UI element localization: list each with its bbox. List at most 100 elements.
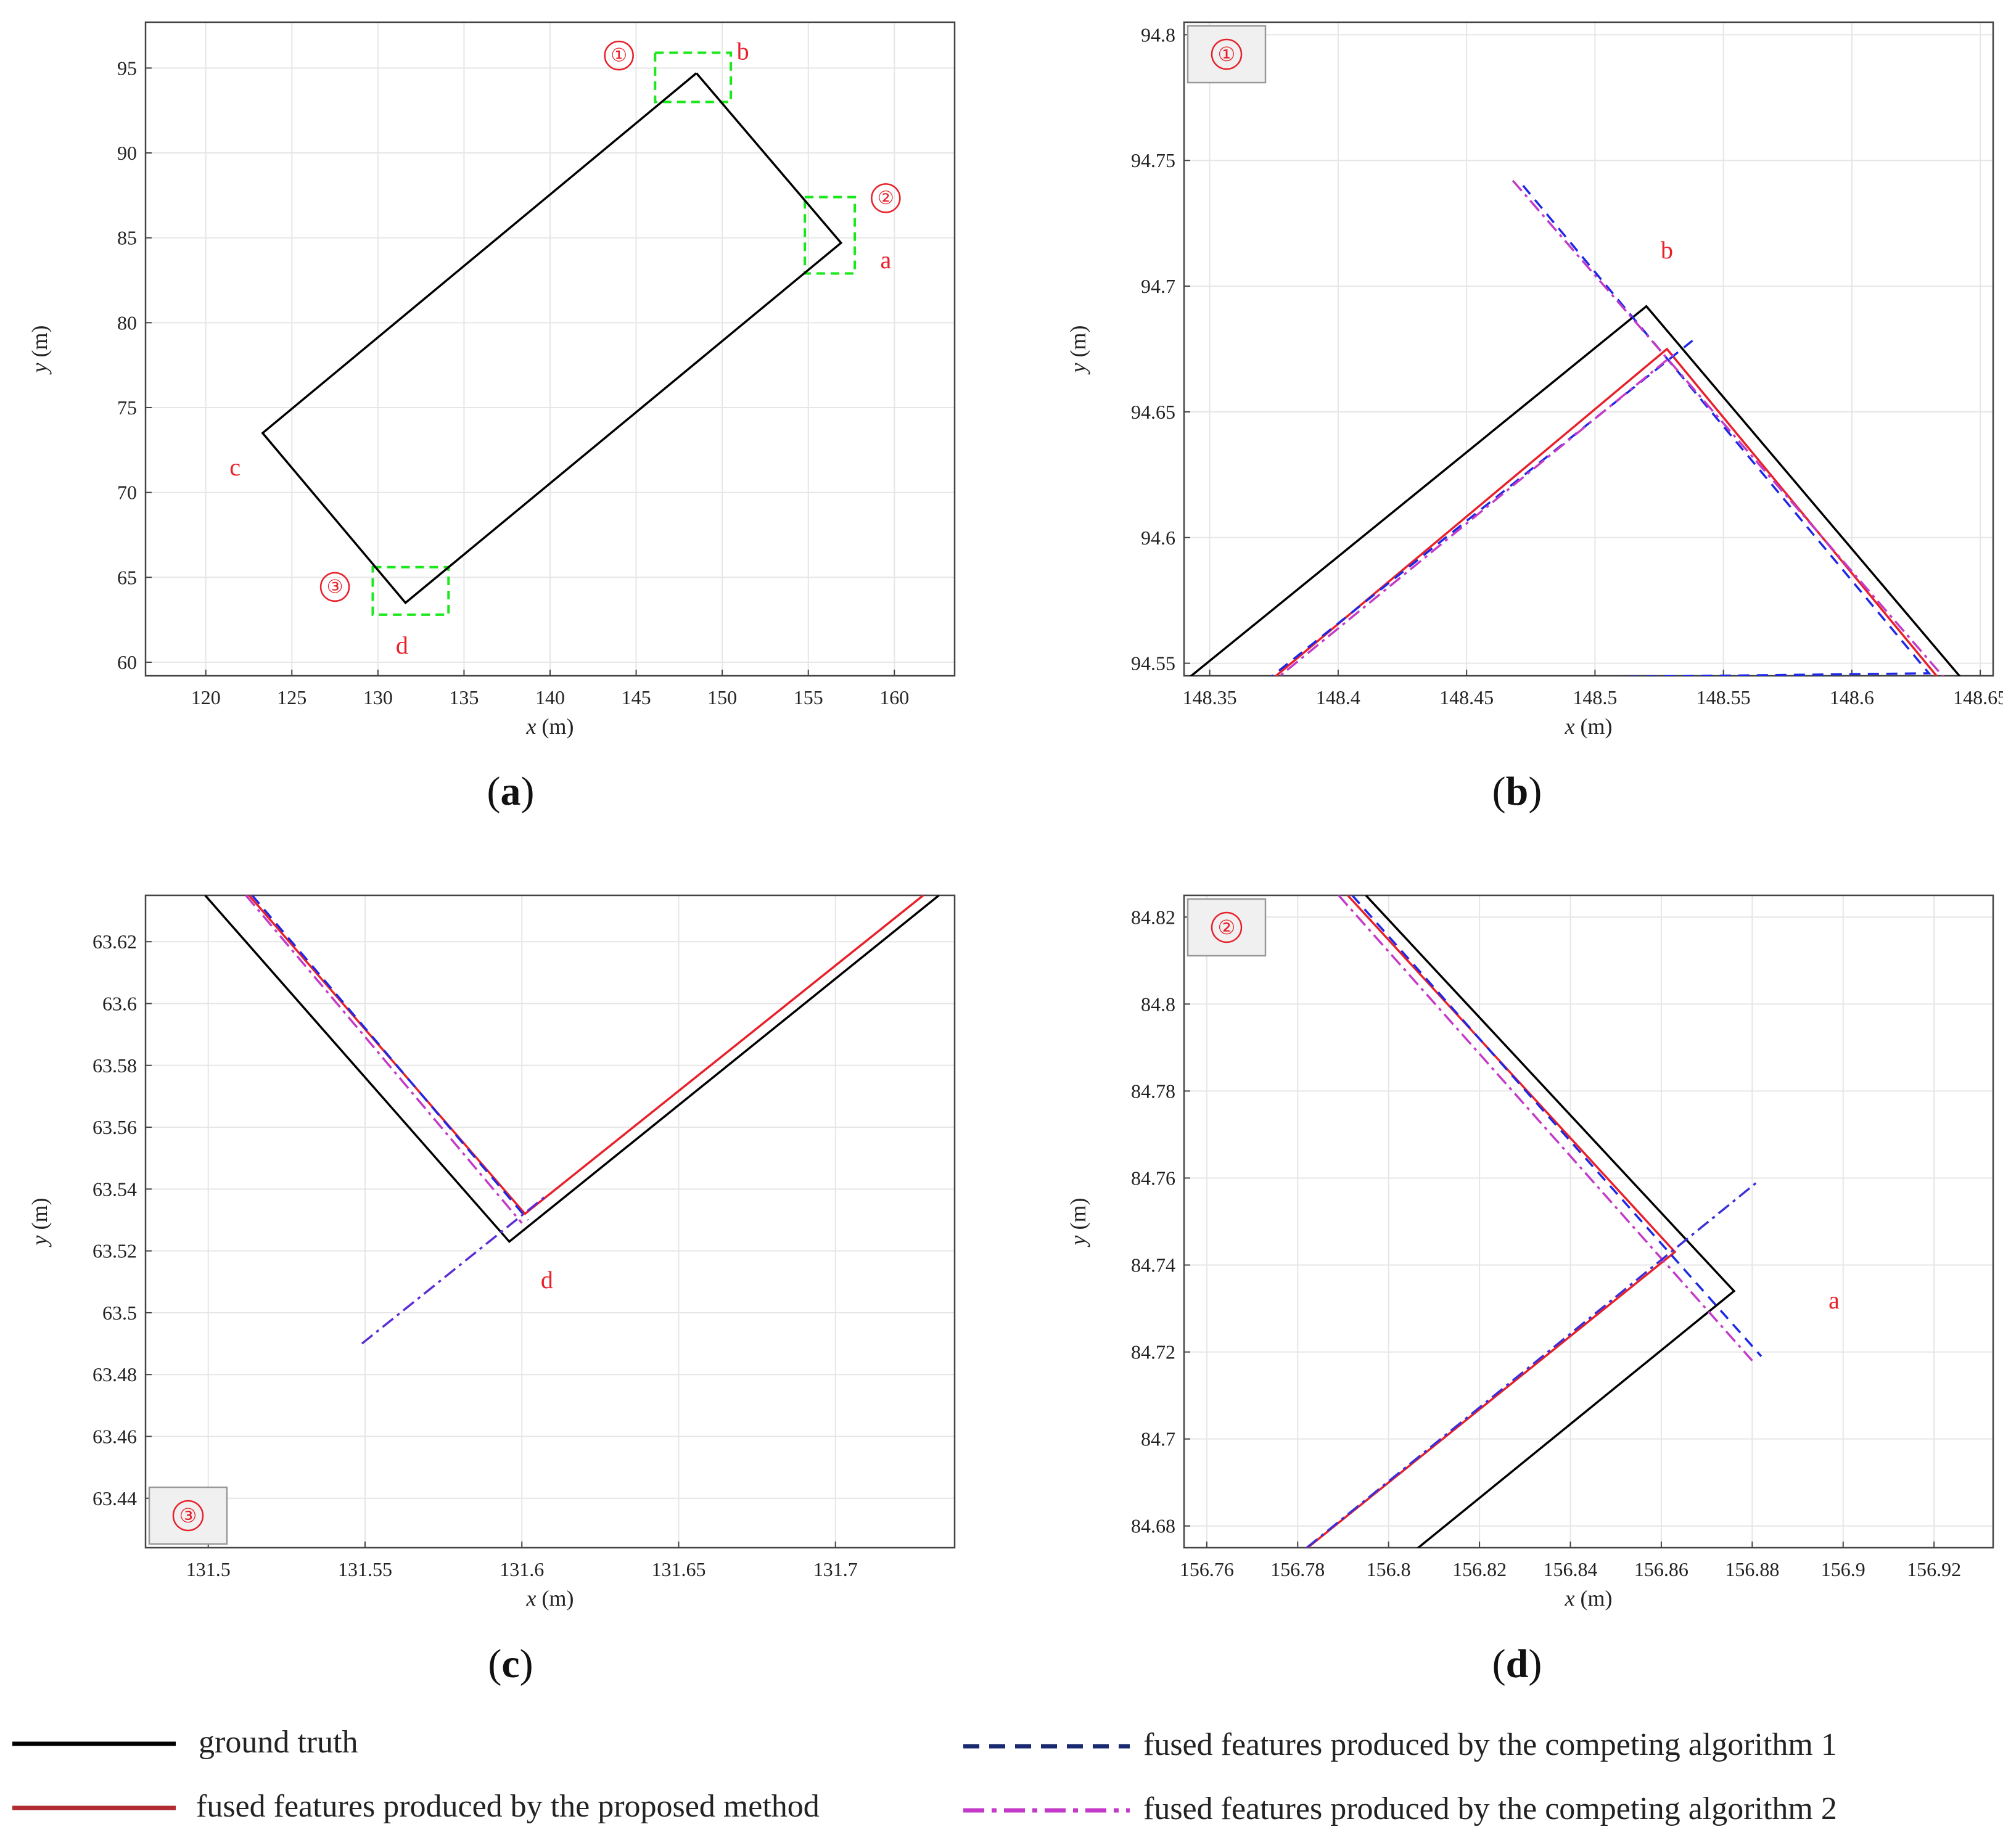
y-tick-label: 95 xyxy=(117,57,137,79)
y-tick-label: 85 xyxy=(117,227,137,249)
caption-letter: b xyxy=(1506,769,1529,814)
panel-caption: (a) xyxy=(487,769,535,814)
y-tick-label: 94.8 xyxy=(1141,23,1175,46)
y-tick-label: 80 xyxy=(117,311,137,334)
y-tick-label: 63.5 xyxy=(102,1302,137,1324)
plot-frame xyxy=(1183,894,1994,1549)
y-tick-label: 63.54 xyxy=(93,1178,137,1200)
y-axis-label: y (m) xyxy=(27,1198,52,1247)
annotation-label: c xyxy=(229,453,241,481)
panel-badge xyxy=(148,1486,228,1545)
plot-frame xyxy=(144,21,956,677)
plot-frame xyxy=(1183,21,1994,677)
annotation-label: d xyxy=(541,1266,553,1294)
y-axis-label-unit: (m) xyxy=(1066,326,1090,363)
x-tick-label: 148.35 xyxy=(1183,686,1237,708)
x-tick-label: 160 xyxy=(879,686,909,708)
x-tick-label: 156.78 xyxy=(1270,1558,1325,1580)
x-tick-label: 131.5 xyxy=(186,1558,231,1580)
annotation-label: ② xyxy=(878,188,894,208)
plot-content xyxy=(204,895,940,1345)
y-axis-label-unit: (m) xyxy=(27,1198,52,1236)
x-tick-label: 148.65 xyxy=(1953,686,2003,708)
x-tick-label: 156.76 xyxy=(1180,1558,1234,1580)
panel-caption: (c) xyxy=(488,1641,533,1686)
y-axis-label-var: y xyxy=(27,1235,52,1247)
y-tick-label: 94.65 xyxy=(1131,401,1175,423)
y-tick-label: 63.58 xyxy=(93,1054,137,1077)
x-tick-label: 148.4 xyxy=(1316,686,1360,708)
x-tick-label: 155 xyxy=(794,686,823,708)
y-tick-label: 63.6 xyxy=(102,992,137,1014)
caption-letter: c xyxy=(501,1641,519,1686)
x-axis-label-var: x xyxy=(526,1586,537,1611)
zoom-box xyxy=(654,51,733,104)
y-tick-label: 63.44 xyxy=(93,1487,137,1509)
x-tick-label: 131.6 xyxy=(500,1558,544,1580)
y-axis-label-unit: (m) xyxy=(27,326,52,363)
y-tick-label: 75 xyxy=(117,396,137,419)
x-tick-label: 156.9 xyxy=(1821,1558,1865,1580)
annotation-circle xyxy=(871,183,901,213)
y-tick-label: 63.48 xyxy=(93,1363,137,1386)
legend-label: ground truth xyxy=(199,1725,358,1760)
y-tick-label: 84.68 xyxy=(1131,1515,1175,1537)
x-tick-label: 156.8 xyxy=(1367,1558,1411,1580)
x-axis-label-unit: (m) xyxy=(1575,1586,1613,1611)
panel-badge-circle xyxy=(1211,38,1243,70)
annotation-label: ③ xyxy=(327,577,343,597)
annotation-label: a xyxy=(1828,1286,1840,1314)
annotation-circle xyxy=(319,572,350,602)
x-tick-label: 148.45 xyxy=(1439,686,1494,708)
y-tick-label: 84.7 xyxy=(1141,1428,1175,1450)
y-tick-label: 63.52 xyxy=(93,1240,137,1262)
x-tick-label: 135 xyxy=(449,686,479,708)
x-axis-label-var: x xyxy=(1565,714,1575,739)
x-tick-label: 148.5 xyxy=(1573,686,1617,708)
plot-area xyxy=(146,895,955,1548)
y-axis-label-var: y xyxy=(1066,363,1090,374)
y-axis-label: y (m) xyxy=(1066,1198,1090,1247)
y-tick-label: 63.62 xyxy=(93,930,137,953)
y-tick-label: 70 xyxy=(117,482,137,504)
caption-open-paren: ( xyxy=(1492,1641,1506,1686)
panel-caption: (b) xyxy=(1492,769,1542,814)
annotation-label: b xyxy=(737,38,749,65)
x-tick-label: 156.84 xyxy=(1544,1558,1598,1580)
plot-content xyxy=(1189,179,1961,676)
caption-close-paren: ) xyxy=(520,1641,533,1686)
caption-open-paren: ( xyxy=(488,1641,501,1686)
y-tick-label: 94.6 xyxy=(1141,527,1175,549)
caption-close-paren: ) xyxy=(1528,769,1542,814)
y-axis-label: y (m) xyxy=(27,326,52,375)
x-axis-label-unit: (m) xyxy=(537,1586,574,1611)
series-line xyxy=(245,895,523,1224)
panel-caption: (d) xyxy=(1492,1641,1542,1686)
y-axis-label: y (m) xyxy=(1066,326,1090,375)
zoom-box xyxy=(371,565,450,616)
series-line xyxy=(1338,895,1753,1361)
legend-label: fused features produced by the proposed … xyxy=(196,1789,820,1824)
series-line xyxy=(1306,1181,1758,1548)
y-tick-label: 94.55 xyxy=(1131,652,1175,675)
y-tick-label: 84.72 xyxy=(1131,1341,1175,1363)
y-axis-label-var: y xyxy=(1066,1235,1090,1247)
caption-open-paren: ( xyxy=(487,769,501,814)
x-tick-label: 131.7 xyxy=(813,1558,858,1580)
series-line xyxy=(261,72,843,605)
y-tick-label: 63.46 xyxy=(93,1425,137,1447)
series-line xyxy=(1351,895,1762,1357)
panel-badge xyxy=(1187,898,1267,957)
panel-badge-label: ② xyxy=(1218,916,1236,938)
plot-content xyxy=(261,51,857,616)
y-tick-label: 60 xyxy=(117,651,137,673)
x-tick-label: 148.6 xyxy=(1830,686,1874,708)
x-axis-label-var: x xyxy=(526,714,537,739)
x-tick-label: 145 xyxy=(622,686,651,708)
caption-open-paren: ( xyxy=(1492,769,1506,814)
x-axis-label-var: x xyxy=(1565,1586,1575,1611)
series-line xyxy=(251,895,529,1221)
y-axis-label-var: y xyxy=(27,363,52,374)
panel-badge-label: ③ xyxy=(179,1505,197,1527)
y-tick-label: 94.75 xyxy=(1131,149,1175,171)
